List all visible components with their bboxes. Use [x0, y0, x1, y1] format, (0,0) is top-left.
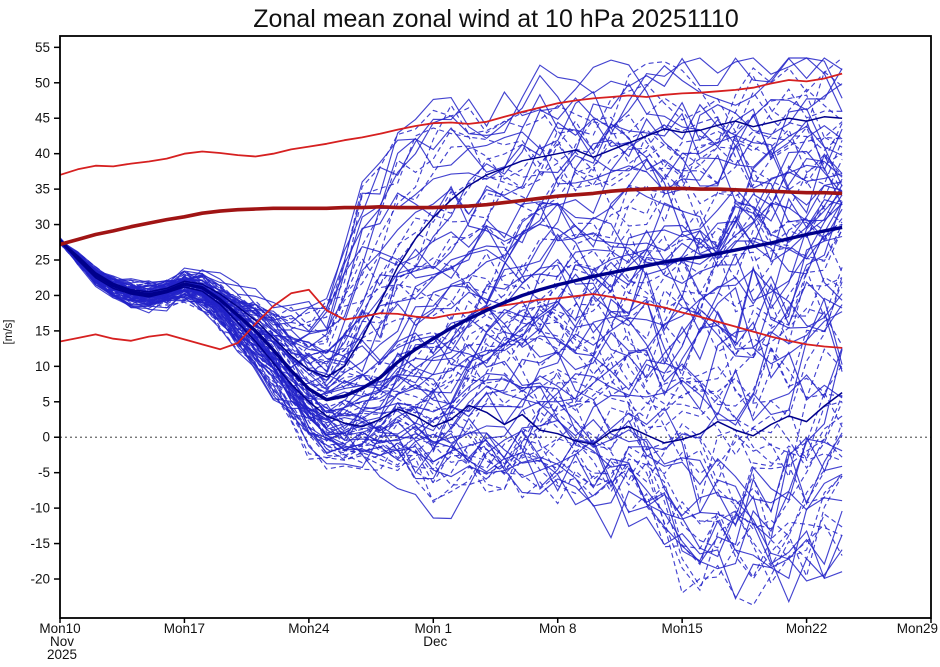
- ensemble-member-line: [60, 83, 843, 387]
- highlighted-series-group: [60, 72, 843, 446]
- climatology-upper-line: [60, 72, 843, 176]
- ensemble-member-line: [60, 237, 843, 493]
- y-tick-label: 50: [35, 75, 50, 90]
- ensemble-member-line: [60, 190, 843, 431]
- ensemble-member-dark-low-line: [60, 240, 843, 446]
- y-tick-label: 30: [35, 217, 50, 232]
- ensemble-member-line: [60, 240, 843, 580]
- y-tick-label: -10: [30, 501, 50, 516]
- x-tick-label: Mon15: [662, 621, 703, 636]
- x-tick-sublabel: 2025: [47, 647, 77, 662]
- ensemble-member-line: [60, 243, 843, 504]
- ensemble-member-line: [60, 126, 843, 376]
- ensemble-member-line: [60, 57, 843, 333]
- ensemble-member-line: [60, 57, 843, 312]
- ensemble-member-line: [60, 241, 843, 606]
- climatology-mean-line: [60, 186, 843, 247]
- y-tick-label: 45: [35, 111, 50, 126]
- x-tick-label: Mon22: [786, 621, 827, 636]
- ensemble-member-line: [60, 242, 843, 459]
- y-tick-label: 20: [35, 288, 50, 303]
- ensemble-member-line: [60, 159, 843, 406]
- x-tick-sublabel: Dec: [423, 634, 447, 649]
- y-tick-label: -15: [30, 536, 50, 551]
- ensemble-member-line: [60, 238, 843, 601]
- ensemble-member-line: [60, 239, 843, 559]
- x-tick-label: Mon 8: [539, 621, 577, 636]
- y-tick-label: 10: [35, 359, 50, 374]
- y-tick-label: -5: [38, 465, 50, 480]
- ensemble-member-line: [60, 123, 843, 419]
- ensemble-member-line: [60, 241, 843, 592]
- ensemble-member-line: [60, 194, 843, 413]
- plot-frame: [59, 35, 932, 619]
- ensemble-member-line: [60, 242, 843, 436]
- ensemble-member-line: [60, 61, 843, 346]
- ensemble-member-line: [60, 237, 843, 505]
- axes-group: 5550454035302520151050-5-10-15-20Mon10No…: [30, 40, 938, 662]
- ensemble-member-line: [60, 68, 843, 332]
- y-tick-label: 40: [35, 146, 50, 161]
- x-tick-label: Mon17: [164, 621, 205, 636]
- y-axis-unit-label: [m/s]: [3, 320, 15, 345]
- x-tick-label: Mon24: [288, 621, 330, 636]
- y-tick-label: 0: [42, 430, 50, 445]
- y-tick-label: 15: [35, 323, 50, 338]
- y-tick-label: 5: [42, 394, 50, 409]
- ensemble-member-line: [60, 242, 843, 585]
- x-tick-label: Mon 1: [415, 621, 453, 636]
- ensemble-member-line: [60, 114, 843, 338]
- ensemble-member-line: [60, 140, 843, 409]
- ensemble-member-line: [60, 178, 843, 421]
- climatology-lower-line: [60, 288, 843, 351]
- ensemble-mean-line: [60, 225, 843, 402]
- y-tick-label: 35: [35, 182, 50, 197]
- ensemble-member-line: [60, 70, 843, 388]
- x-tick-label: Mon29: [897, 621, 938, 636]
- y-tick-label: 55: [35, 40, 50, 55]
- ensemble-member-line: [60, 185, 843, 363]
- x-tick-sublabel: Nov: [50, 634, 74, 649]
- x-tick-label: Mon10: [39, 621, 80, 636]
- ensemble-member-line: [60, 241, 843, 578]
- ensemble-members-group: [60, 57, 843, 606]
- y-tick-label: -20: [30, 572, 50, 587]
- ensemble-member-line: [60, 243, 843, 486]
- chart-title: Zonal mean zonal wind at 10 hPa 20251110: [253, 5, 739, 33]
- ensemble-member-dark-high-line: [60, 116, 843, 378]
- ensemble-member-line: [60, 242, 843, 528]
- y-tick-label: 25: [35, 253, 50, 268]
- ensemble-member-line: [60, 240, 843, 513]
